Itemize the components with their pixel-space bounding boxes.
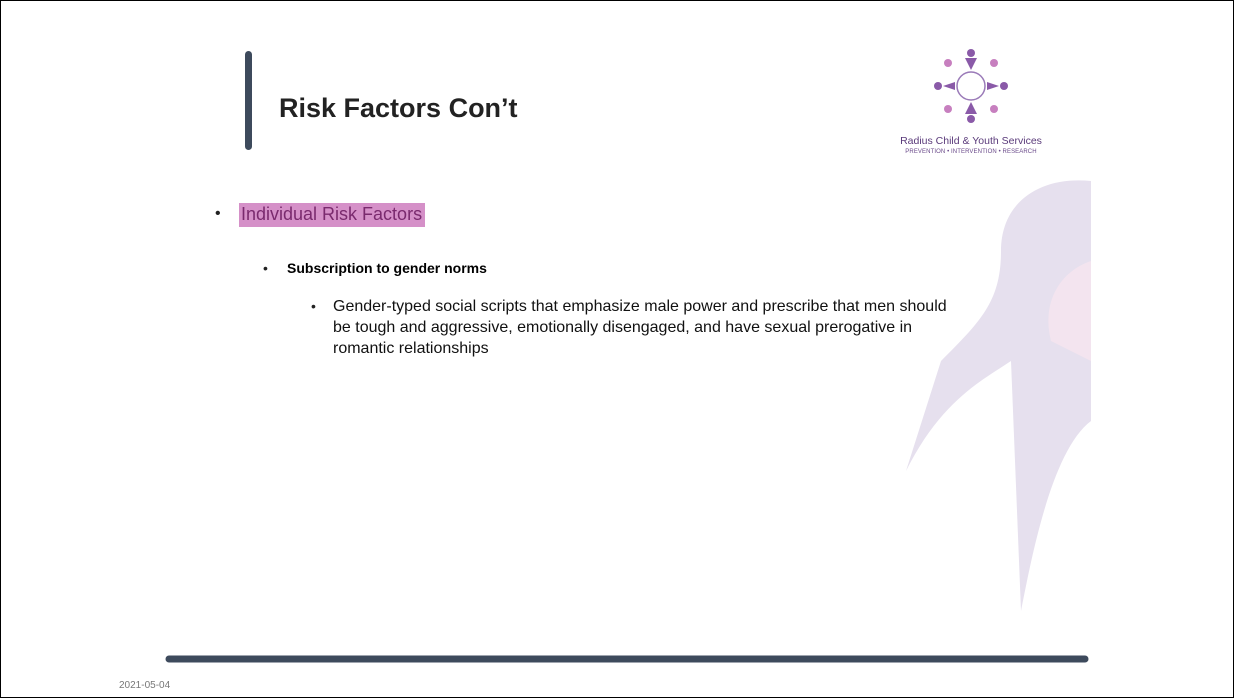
bullet: Subscription to gender norms xyxy=(287,260,487,276)
silhouette xyxy=(1048,261,1091,361)
logo-name: Radius Child & Youth Services xyxy=(900,135,1042,147)
bullet: Individual Risk Factors xyxy=(239,203,426,227)
slide-title: Risk Factors Con’t xyxy=(279,93,518,123)
bullet-marker: • xyxy=(311,298,316,314)
logo-mark xyxy=(934,49,1008,123)
title-bar xyxy=(245,51,252,150)
bullet: Gender-typed social scripts that emphasi… xyxy=(333,298,947,357)
silhouette xyxy=(906,180,1091,611)
bullet-marker: • xyxy=(263,260,268,276)
bullet-marker: • xyxy=(215,205,221,222)
logo-tagline: PREVENTION • INTERVENTION • RESEARCH xyxy=(905,149,1037,155)
slide-date: 2021-05-04 xyxy=(119,680,171,691)
